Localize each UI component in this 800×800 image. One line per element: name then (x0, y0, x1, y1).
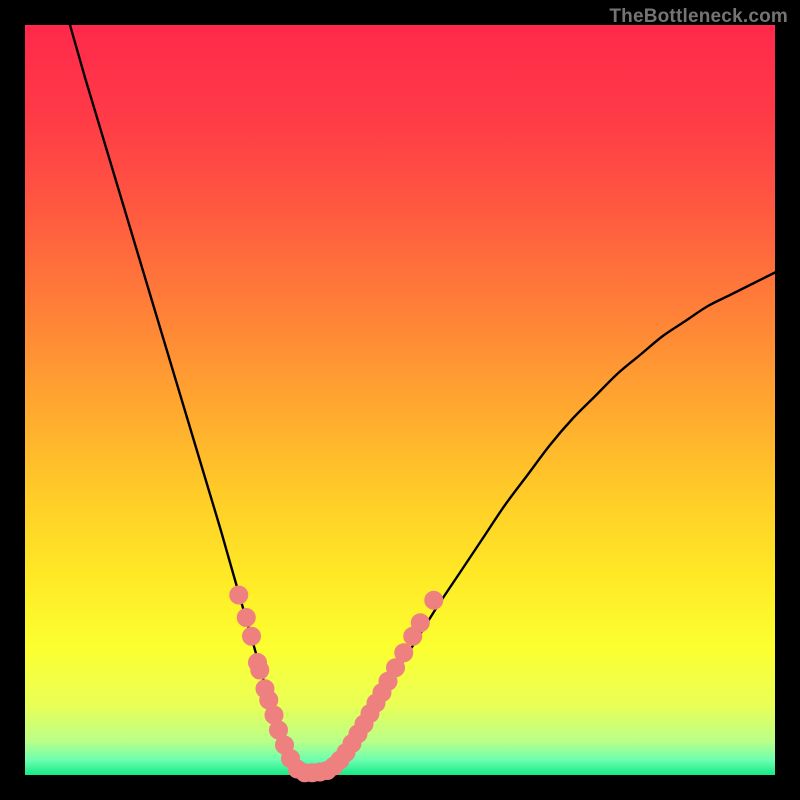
chart-canvas: TheBottleneck.com (0, 0, 800, 800)
data-marker (425, 591, 443, 609)
data-marker (230, 586, 248, 604)
data-marker (251, 661, 269, 679)
watermark-label: TheBottleneck.com (609, 6, 788, 28)
data-marker (411, 614, 429, 632)
curve-svg (25, 25, 775, 775)
bottleneck-curve (70, 25, 775, 774)
data-marker (243, 627, 261, 645)
data-marker (395, 644, 413, 662)
data-marker (237, 609, 255, 627)
plot-area (25, 25, 775, 775)
